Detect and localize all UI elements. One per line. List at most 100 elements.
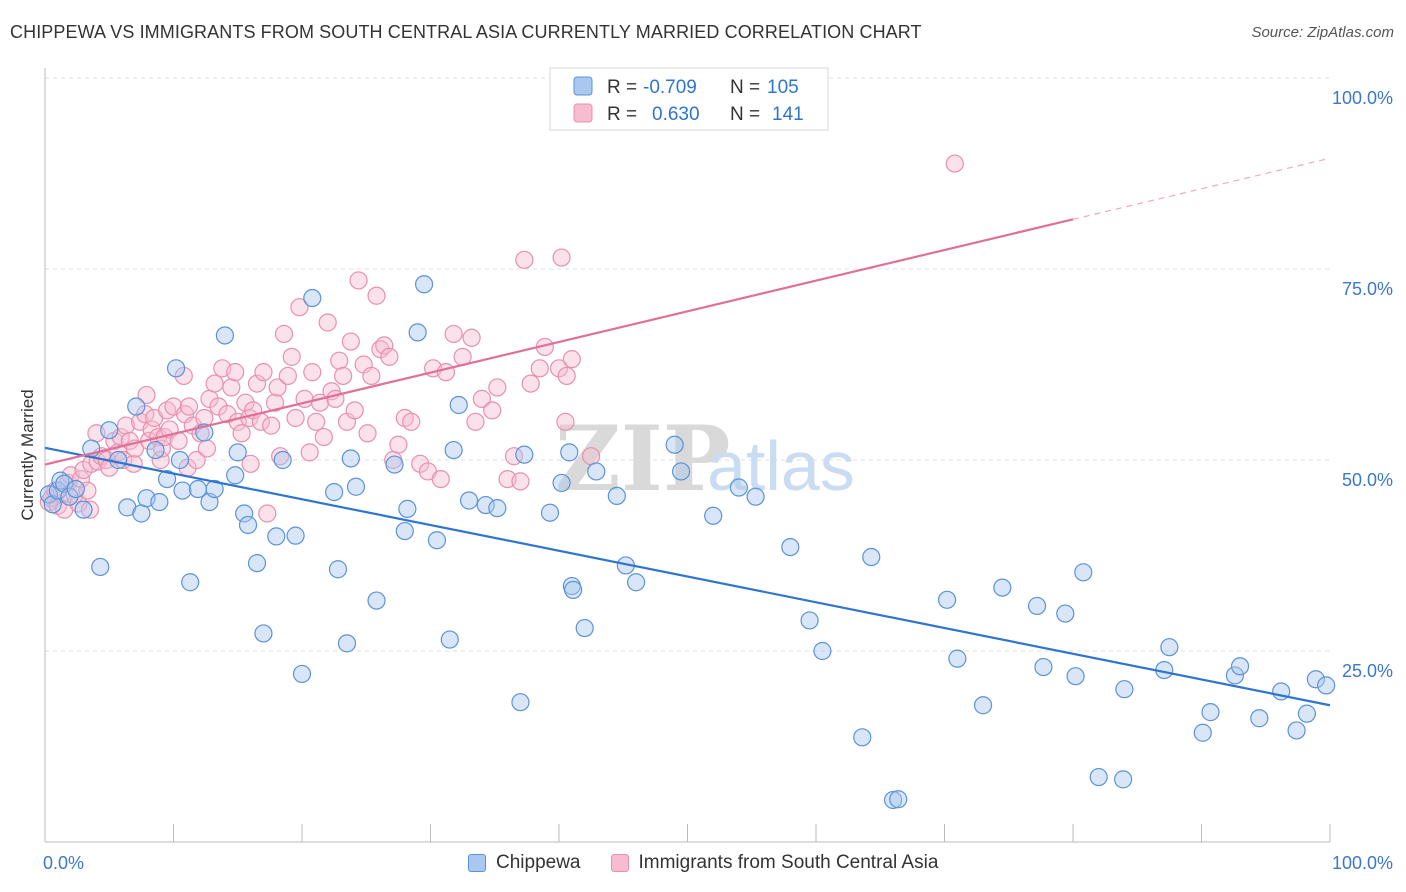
chippewa-point bbox=[607, 486, 626, 506]
chippewa-point bbox=[1306, 670, 1325, 689]
immigrants-point bbox=[307, 412, 326, 431]
legend-label-immigrants: Immigrants from South Central Asia bbox=[638, 852, 939, 873]
chippewa-point bbox=[813, 641, 832, 661]
y-tick-label: 25.0% bbox=[1342, 661, 1393, 681]
chippewa-point bbox=[948, 649, 967, 668]
immigrants-point bbox=[466, 412, 485, 431]
watermark: ZIP atlas bbox=[555, 406, 855, 512]
immigrants-point bbox=[515, 250, 534, 269]
chippewa-point bbox=[883, 790, 903, 810]
y-axis-title: Currently Married bbox=[18, 389, 37, 520]
legend-r-label-2: R = bbox=[607, 104, 637, 125]
immigrants-point bbox=[174, 366, 193, 386]
chippewa-point bbox=[1317, 676, 1336, 695]
x-tick-label: 0.0% bbox=[43, 853, 84, 873]
chippewa-point bbox=[476, 495, 495, 515]
chippewa-point bbox=[228, 443, 247, 462]
legend-n-label-2: N = bbox=[730, 104, 760, 125]
chippewa-point bbox=[173, 481, 192, 500]
chippewa-point bbox=[1297, 704, 1316, 723]
immigrants-point bbox=[137, 385, 156, 405]
immigrants-trend-line bbox=[44, 218, 1074, 466]
chippewa-point bbox=[273, 450, 292, 470]
chippewa-point bbox=[226, 466, 245, 485]
chippewa-point bbox=[449, 395, 468, 415]
chippewa-point bbox=[215, 326, 234, 345]
chippewa-point bbox=[993, 578, 1012, 597]
immigrants-point bbox=[530, 359, 549, 378]
chippewa-point bbox=[408, 323, 427, 342]
legend-r-label-1: R = bbox=[607, 77, 637, 98]
chippewa-point bbox=[367, 591, 386, 610]
legend-swatch-immigrants bbox=[573, 103, 593, 123]
legend-n-value-1: 105 bbox=[767, 77, 799, 98]
chippewa-point bbox=[146, 440, 165, 460]
chippewa-point bbox=[440, 630, 459, 649]
immigrants-point bbox=[521, 374, 540, 393]
chippewa-point bbox=[247, 554, 267, 573]
immigrants-trend-extension bbox=[1072, 157, 1331, 220]
y-tick-label: 50.0% bbox=[1342, 470, 1393, 490]
chippewa-point bbox=[1034, 657, 1053, 677]
chippewa-point bbox=[337, 634, 357, 653]
legend-n-value-2: 141 bbox=[772, 104, 804, 125]
immigrants-point bbox=[341, 332, 360, 351]
chippewa-point bbox=[346, 477, 366, 496]
immigrants-point bbox=[314, 427, 333, 447]
immigrants-point bbox=[300, 443, 319, 462]
series-immigrants-points bbox=[39, 154, 964, 523]
chippewa-point bbox=[109, 450, 128, 470]
chippewa-point bbox=[181, 573, 200, 592]
chippewa-point bbox=[328, 560, 348, 579]
immigrants-point bbox=[232, 424, 251, 443]
legend-n-label-1: N = bbox=[730, 77, 760, 98]
immigrants-point bbox=[330, 351, 349, 370]
chippewa-point bbox=[459, 491, 479, 510]
immigrants-point bbox=[472, 389, 491, 408]
chippewa-point bbox=[671, 462, 691, 481]
immigrants-point bbox=[286, 408, 305, 428]
x-tick-labels: 0.0% 100.0% bbox=[43, 853, 1393, 873]
chippewa-point bbox=[1225, 666, 1245, 685]
immigrants-point bbox=[549, 359, 569, 378]
chippewa-point bbox=[157, 470, 177, 489]
chippewa-point bbox=[488, 499, 507, 518]
chippewa-point bbox=[100, 421, 119, 440]
immigrants-point bbox=[303, 363, 322, 382]
chippewa-point bbox=[127, 397, 146, 416]
immigrants-point bbox=[431, 470, 450, 489]
chippewa-point bbox=[43, 495, 62, 514]
chippewa-point bbox=[564, 580, 583, 599]
y-tick-labels: 25.0% 50.0% 75.0% 100.0% bbox=[1332, 88, 1393, 681]
immigrants-point bbox=[402, 412, 421, 431]
immigrants-point bbox=[345, 401, 364, 420]
immigrants-point bbox=[389, 435, 408, 454]
chippewa-point bbox=[515, 445, 534, 464]
chippewa-point bbox=[1160, 638, 1179, 657]
immigrants-point bbox=[334, 366, 353, 386]
immigrants-point bbox=[179, 397, 199, 416]
immigrants-point bbox=[411, 454, 430, 473]
y-tick-label: 100.0% bbox=[1332, 88, 1393, 108]
chippewa-point bbox=[575, 618, 594, 638]
chippewa-point bbox=[66, 479, 85, 499]
chippewa-point bbox=[385, 455, 404, 474]
immigrants-point bbox=[254, 363, 273, 382]
source-label: Source: ZipAtlas.com bbox=[1251, 24, 1394, 41]
chippewa-point bbox=[427, 531, 447, 550]
immigrants-point bbox=[511, 472, 530, 491]
immigrants-point bbox=[265, 393, 285, 412]
immigrants-point bbox=[247, 374, 267, 393]
chippewa-point bbox=[729, 478, 749, 497]
immigrants-point bbox=[556, 412, 575, 431]
chippewa-point bbox=[973, 696, 993, 715]
chippewa-point bbox=[1089, 767, 1108, 787]
chippewa-point bbox=[60, 487, 79, 506]
chippewa-point bbox=[704, 506, 723, 525]
chippewa-point bbox=[170, 450, 190, 470]
immigrants-point bbox=[362, 366, 381, 386]
chippewa-point bbox=[1066, 667, 1085, 686]
chippewa-point bbox=[132, 504, 151, 523]
immigrants-point bbox=[262, 416, 281, 435]
chippewa-point bbox=[560, 443, 579, 462]
